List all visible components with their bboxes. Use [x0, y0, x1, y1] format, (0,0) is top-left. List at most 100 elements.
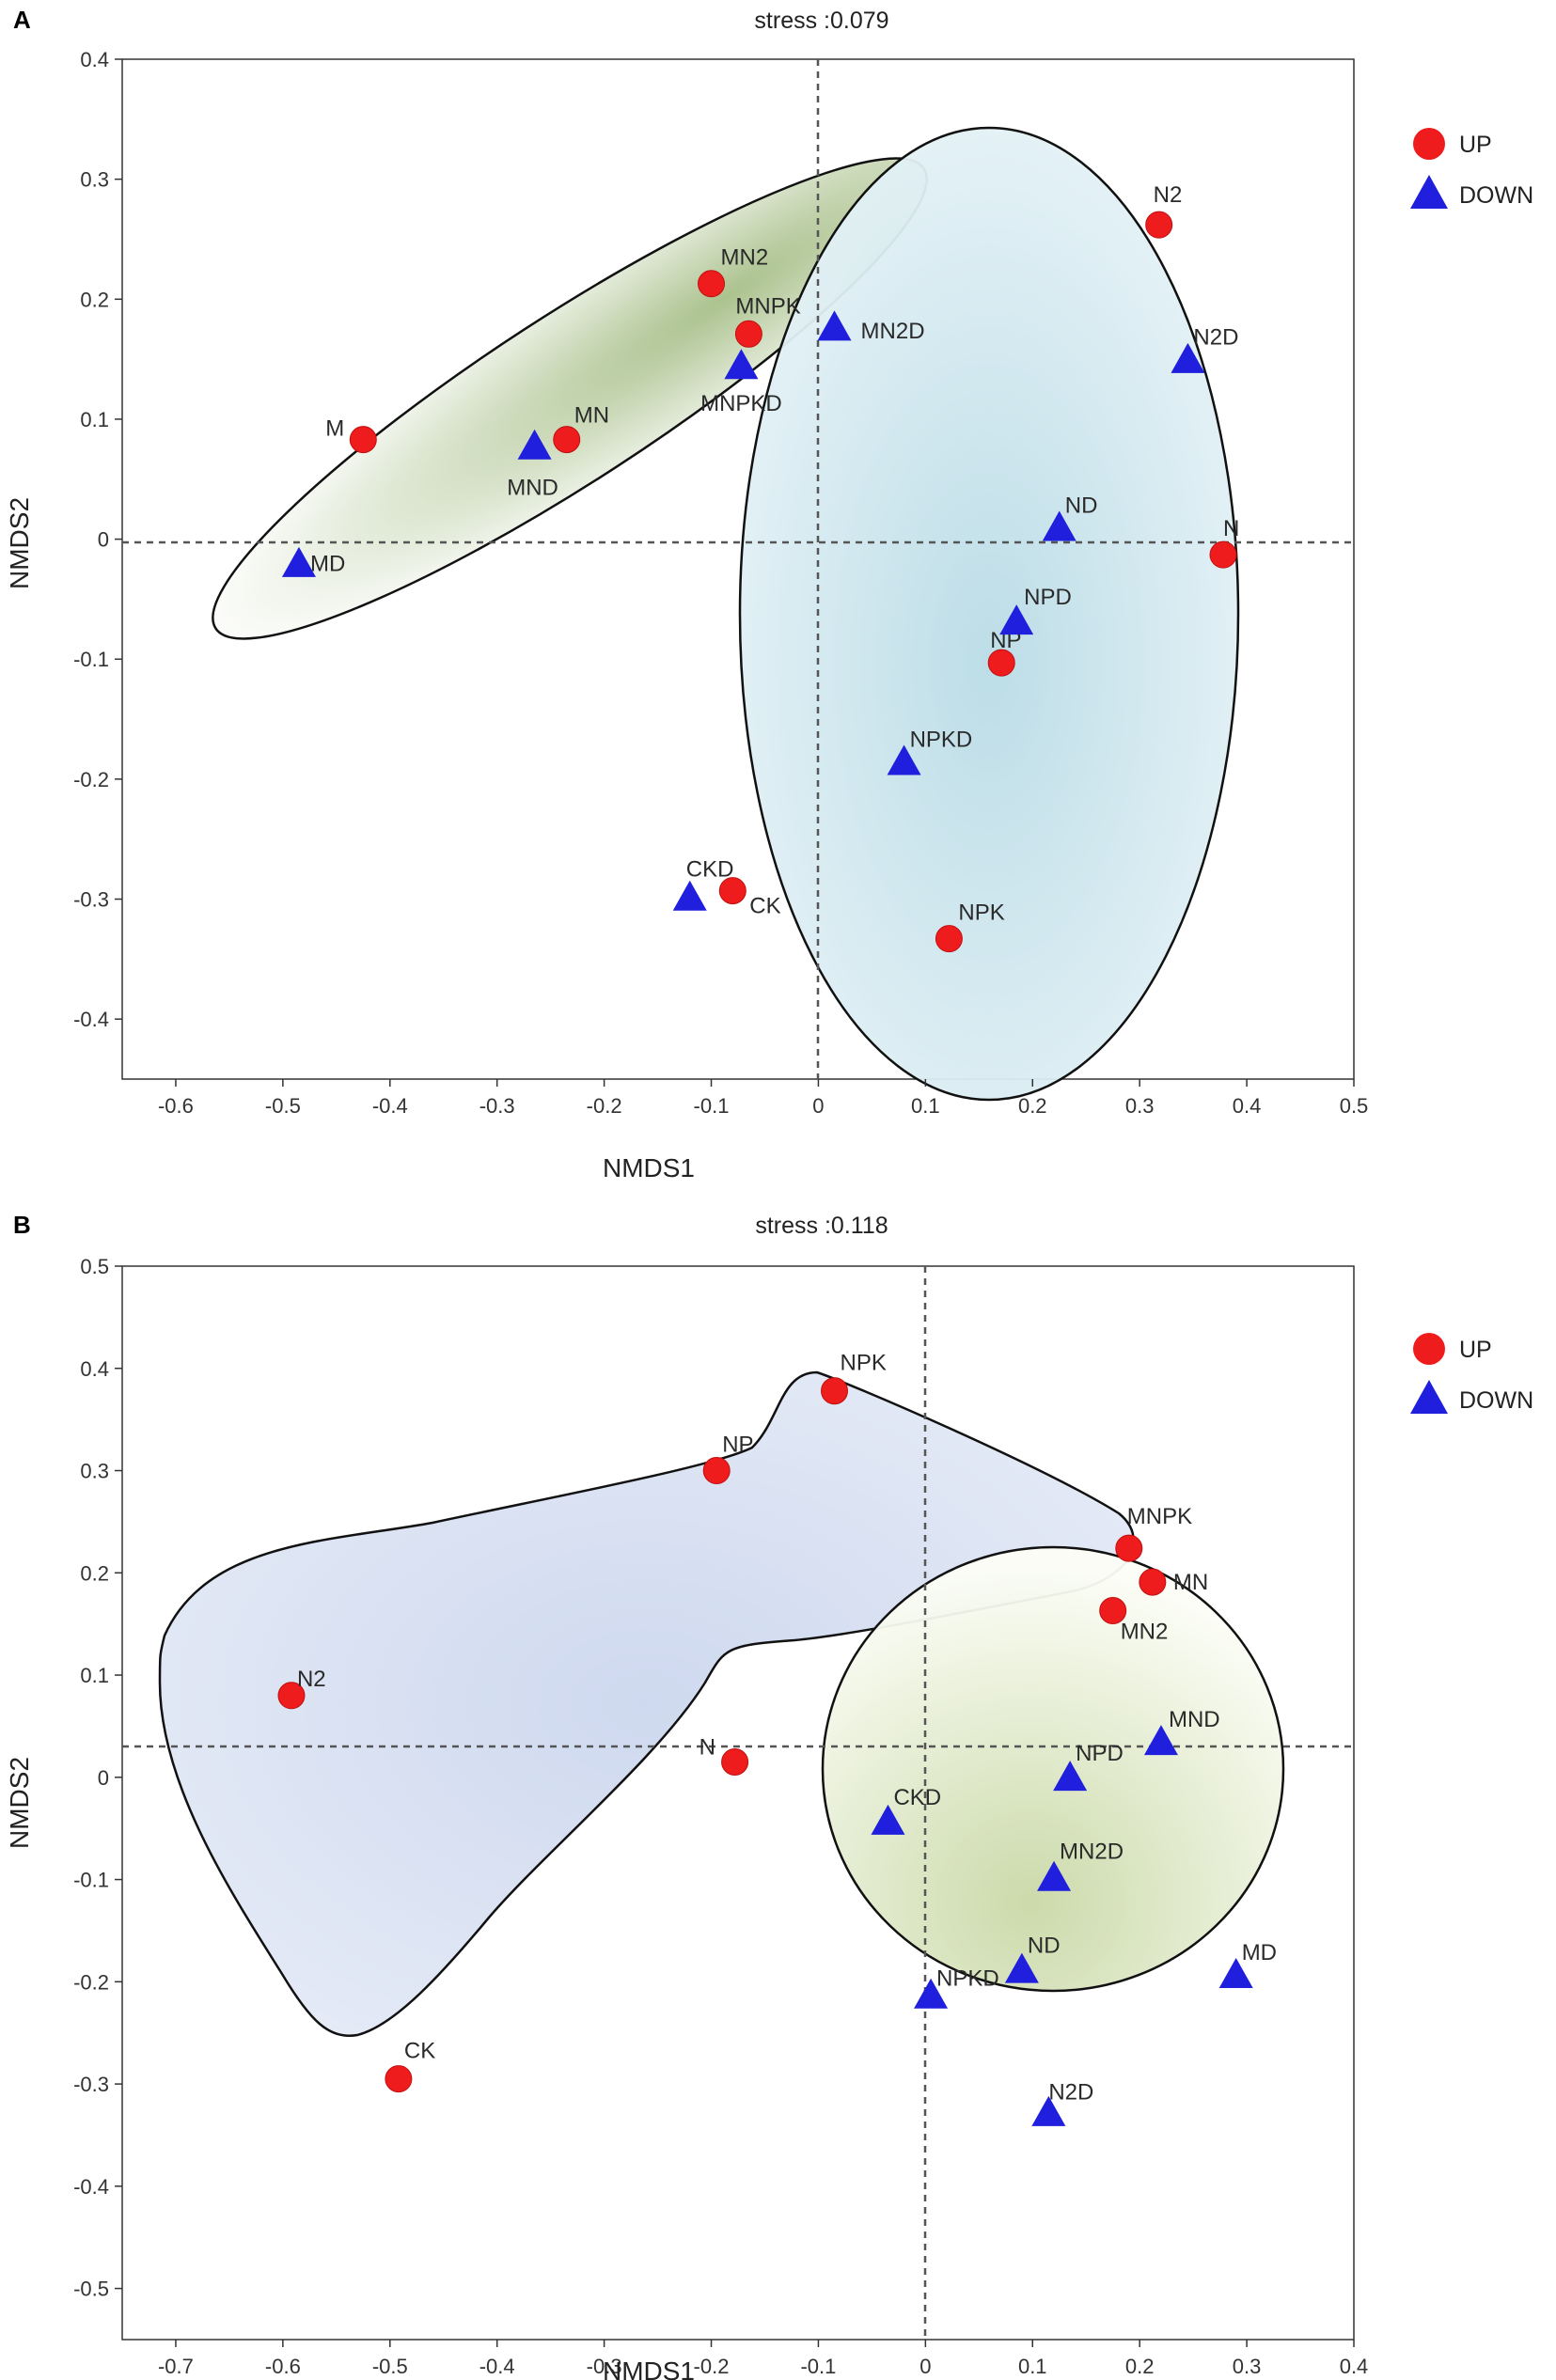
- x-tick-label: -0.5: [265, 1094, 301, 1118]
- x-tick-label: -0.3: [587, 2355, 622, 2378]
- y-tick-label: -0.4: [73, 1008, 109, 1031]
- x-tick-label: -0.5: [372, 2355, 408, 2378]
- x-tick-label: -0.6: [265, 2355, 301, 2378]
- point-label-n2: N2: [1154, 182, 1183, 208]
- point-n2: [277, 1682, 306, 1710]
- point-n: [721, 1747, 749, 1776]
- point-label-npd: NPD: [1024, 585, 1072, 610]
- point-ckd: [672, 880, 707, 911]
- point-mnpkd: [724, 349, 759, 380]
- legend-down-label: DOWN: [1459, 1387, 1533, 1414]
- point-ck: [385, 2065, 413, 2093]
- point-label-n2d: N2D: [1048, 2080, 1093, 2106]
- point-mn2: [698, 270, 726, 298]
- x-axis-label: NMDS1: [603, 2357, 695, 2380]
- y-tick-label: -0.4: [73, 2175, 109, 2199]
- x-tick-label: 0.1: [1018, 2355, 1047, 2378]
- y-tick-label: 0: [98, 528, 109, 552]
- point-label-nd: ND: [1028, 1933, 1061, 1958]
- x-axis-label: NMDS1: [603, 1153, 695, 1182]
- point-label-n2: N2: [297, 1667, 326, 1692]
- point-mnd: [1143, 1725, 1178, 1756]
- legend: UP DOWN: [1410, 1333, 1533, 1414]
- y-tick-label: 0.5: [80, 1255, 109, 1278]
- y-tick-label: -0.1: [73, 1869, 109, 1892]
- x-tick-label: 0.2: [1018, 1094, 1047, 1118]
- legend-up-marker: [1413, 128, 1445, 160]
- point-label-mnpk: MNPK: [735, 293, 800, 319]
- x-tick-label: 0.3: [1233, 2355, 1262, 2378]
- chart-title: stress :0.118: [755, 1213, 888, 1239]
- y-axis-label: NMDS2: [5, 1757, 34, 1849]
- point-label-ckd: CKD: [893, 1785, 941, 1810]
- group-shape-blue: [738, 126, 1240, 1102]
- x-tick-label: -0.7: [158, 2355, 194, 2378]
- legend-up-label: UP: [1459, 132, 1492, 158]
- point-mnpk: [734, 320, 762, 348]
- point-n: [1209, 540, 1237, 569]
- x-tick-label: 0.4: [1233, 1094, 1262, 1118]
- point-label-mn2d: MN2D: [861, 319, 925, 344]
- point-label-npk: NPK: [841, 1351, 887, 1376]
- legend-up-label: UP: [1459, 1337, 1492, 1363]
- point-label-npk: NPK: [958, 900, 1004, 926]
- point-label-ckd: CKD: [686, 857, 734, 883]
- point-label-n: N: [1223, 516, 1239, 541]
- point-label-m: M: [325, 416, 344, 442]
- point-n2d: [1171, 342, 1205, 373]
- y-tick-label: 0.4: [80, 1357, 109, 1381]
- x-tick-label: 0.2: [1125, 2355, 1155, 2378]
- x-tick-label: 0.3: [1125, 1094, 1155, 1118]
- point-label-mn2: MN2: [1121, 1620, 1169, 1645]
- point-label-nd: ND: [1065, 493, 1098, 518]
- legend-up-marker: [1413, 1333, 1445, 1365]
- x-tick-label: -0.4: [372, 1094, 408, 1118]
- point-label-npd: NPD: [1076, 1741, 1124, 1766]
- x-tick-label: 0: [919, 2355, 931, 2378]
- y-tick-label: -0.5: [73, 2278, 109, 2301]
- y-tick-label: 0.3: [80, 1460, 109, 1483]
- x-tick-label: -0.3: [479, 1094, 515, 1118]
- y-tick-label: 0.1: [80, 1664, 109, 1687]
- x-tick-label: 0: [812, 1094, 824, 1118]
- x-tick-label: -0.2: [587, 1094, 622, 1118]
- y-tick-label: -0.3: [73, 888, 109, 912]
- point-label-npkd: NPKD: [910, 727, 973, 752]
- legend-down-marker: [1410, 175, 1448, 209]
- point-label-npkd: NPKD: [936, 1966, 999, 1992]
- x-tick-label: -0.1: [694, 1094, 730, 1118]
- y-tick-label: 0.4: [80, 48, 109, 71]
- point-label-mn2: MN2: [721, 245, 769, 271]
- point-npkd: [914, 1978, 949, 2009]
- point-np: [987, 649, 1015, 677]
- point-label-md: MD: [1242, 1940, 1277, 1965]
- point-npkd: [887, 744, 921, 775]
- point-mn: [1139, 1568, 1167, 1596]
- y-tick-label: -0.3: [73, 2073, 109, 2096]
- point-md: [281, 546, 316, 577]
- x-tick-label: -0.1: [800, 2355, 836, 2378]
- point-np: [702, 1457, 731, 1485]
- x-tick-label: -0.4: [479, 2355, 515, 2378]
- panel-label-b: B: [13, 1211, 31, 1239]
- point-label-mnpkd: MNPKD: [700, 391, 782, 416]
- point-label-ck: CK: [749, 894, 780, 919]
- point-nd: [1004, 1952, 1039, 1983]
- point-label-np: NP: [722, 1433, 753, 1458]
- panel-label-a: A: [13, 6, 31, 34]
- point-mnpk: [1115, 1534, 1143, 1562]
- x-tick-label: -0.2: [694, 2355, 730, 2378]
- point-npk: [821, 1377, 849, 1405]
- y-tick-label: 0: [98, 1766, 109, 1790]
- axes: -0.7 -0.6 -0.5 -0.4 -0.3 -0.2 -0.1 0 0.1 0.2 0.3 0.…: [73, 1255, 1368, 2378]
- point-m: [349, 426, 377, 454]
- point-label-mn: MN: [1173, 1570, 1208, 1595]
- point-label-mn: MN: [574, 403, 609, 429]
- point-ckd: [871, 1804, 905, 1835]
- point-npd: [999, 604, 1034, 635]
- point-label-ck: CK: [404, 2039, 435, 2064]
- point-label-md: MD: [310, 552, 345, 577]
- y-tick-label: 0.2: [80, 288, 109, 311]
